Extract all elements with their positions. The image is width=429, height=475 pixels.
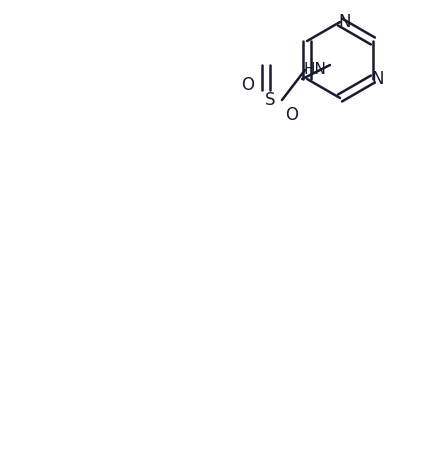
Text: S: S xyxy=(265,91,275,109)
Text: N: N xyxy=(339,13,351,31)
Text: N: N xyxy=(372,70,384,88)
Text: O: O xyxy=(242,76,254,94)
Text: O: O xyxy=(286,106,299,124)
Text: HN: HN xyxy=(304,63,326,77)
